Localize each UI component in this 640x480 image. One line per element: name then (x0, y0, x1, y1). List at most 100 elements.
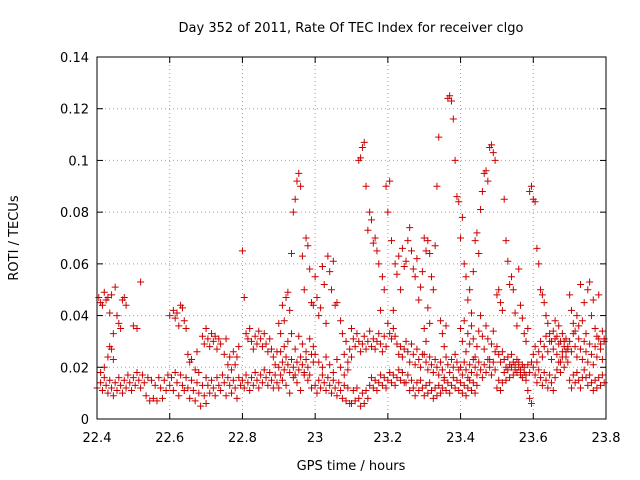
data-point (587, 312, 595, 320)
data-point (438, 366, 446, 374)
data-point (253, 376, 261, 384)
data-point (566, 376, 574, 384)
data-point (491, 366, 499, 374)
data-point (458, 337, 466, 345)
data-point (122, 301, 130, 309)
data-point (407, 247, 415, 255)
data-point (584, 358, 592, 366)
data-point (304, 242, 312, 250)
data-point (315, 376, 323, 384)
data-point (371, 234, 379, 242)
data-point (402, 337, 410, 345)
data-point (253, 340, 261, 348)
data-point (433, 182, 441, 190)
data-point (344, 366, 352, 374)
data-point (197, 402, 205, 410)
data-point (531, 198, 539, 206)
data-point (129, 322, 137, 330)
data-point (457, 363, 465, 371)
data-point (280, 366, 288, 374)
data-point (353, 330, 361, 338)
data-point (367, 216, 375, 224)
data-point (175, 322, 183, 330)
data-point (417, 376, 425, 384)
data-point (98, 387, 106, 395)
data-point (235, 343, 243, 351)
data-point (393, 340, 401, 348)
data-point (451, 384, 459, 392)
data-point (460, 381, 468, 389)
data-point (111, 379, 119, 387)
data-point (582, 330, 590, 338)
data-point (595, 291, 603, 299)
data-point (297, 387, 305, 395)
data-point (97, 368, 105, 376)
data-point (100, 374, 108, 382)
data-point (311, 273, 319, 281)
data-point (407, 340, 415, 348)
data-point (288, 330, 296, 338)
data-point (593, 353, 601, 361)
data-point (288, 250, 296, 258)
data-point (333, 299, 341, 307)
data-point (469, 379, 477, 387)
data-point (464, 330, 472, 338)
data-point (449, 115, 457, 123)
data-point (180, 387, 188, 395)
data-point (209, 384, 217, 392)
data-point (520, 330, 528, 338)
data-point (397, 376, 405, 384)
data-point (409, 384, 417, 392)
data-point (446, 389, 454, 397)
data-point (308, 384, 316, 392)
data-point (522, 376, 530, 384)
data-point (491, 156, 499, 164)
data-point (169, 306, 177, 314)
data-point (191, 366, 199, 374)
data-point (417, 363, 425, 371)
data-point (544, 384, 552, 392)
data-point (569, 330, 577, 338)
data-point (415, 387, 423, 395)
data-point (411, 361, 419, 369)
data-point (589, 361, 597, 369)
data-point (282, 381, 290, 389)
data-point (288, 356, 296, 364)
data-point (477, 366, 485, 374)
data-point (198, 332, 206, 340)
data-point (595, 335, 603, 343)
data-point (451, 156, 459, 164)
data-point (235, 374, 243, 382)
data-point (173, 309, 181, 317)
data-point (387, 379, 395, 387)
data-point (367, 343, 375, 351)
data-point (484, 356, 492, 364)
data-point (453, 376, 461, 384)
data-point (222, 392, 230, 400)
data-point (467, 309, 475, 317)
data-point (464, 384, 472, 392)
data-point (306, 335, 314, 343)
data-point (449, 363, 457, 371)
data-point (108, 384, 116, 392)
data-point (173, 379, 181, 387)
data-point (475, 327, 483, 335)
data-point (289, 374, 297, 382)
y-tick-label: 0.02 (60, 361, 89, 376)
data-point (411, 392, 419, 400)
data-point (489, 149, 497, 157)
data-point (469, 356, 477, 364)
data-point (300, 286, 308, 294)
data-point (455, 387, 463, 395)
data-point (268, 345, 276, 353)
data-point (328, 286, 336, 294)
data-point (433, 363, 441, 371)
data-point (277, 371, 285, 379)
data-point (427, 273, 435, 281)
data-point (477, 206, 485, 214)
data-point (524, 325, 532, 332)
data-point (251, 332, 259, 340)
data-point (244, 335, 252, 343)
data-point (344, 358, 352, 366)
data-point (480, 345, 488, 353)
